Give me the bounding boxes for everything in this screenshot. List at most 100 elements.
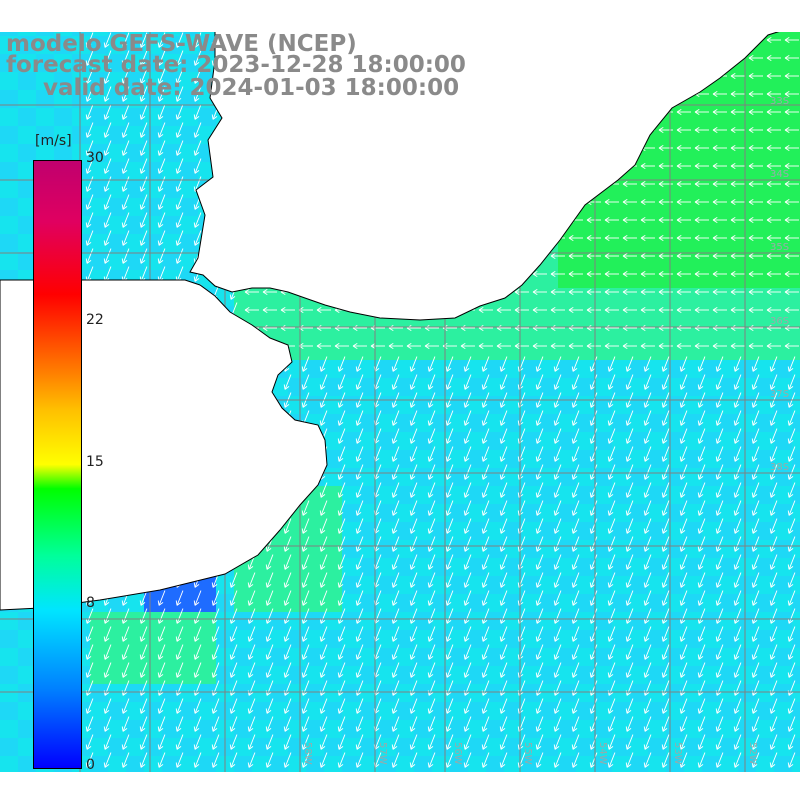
wind-speed-cell — [90, 216, 108, 234]
wind-speed-cell — [684, 360, 702, 378]
wind-speed-cell — [360, 342, 378, 360]
wind-speed-cell — [144, 684, 162, 702]
wind-speed-cell — [486, 666, 504, 684]
wind-speed-cell — [630, 306, 648, 324]
wind-speed-cell — [738, 486, 756, 504]
wind-speed-cell — [486, 486, 504, 504]
wind-speed-cell — [792, 522, 800, 540]
wind-speed-cell — [684, 702, 702, 720]
wind-speed-cell — [648, 378, 666, 396]
wind-speed-cell — [288, 576, 306, 594]
wind-speed-cell — [792, 612, 800, 630]
wind-speed-cell — [54, 54, 72, 72]
wind-speed-cell — [378, 684, 396, 702]
wind-speed-cell — [792, 468, 800, 486]
wind-speed-cell — [36, 144, 54, 162]
wind-speed-cell — [540, 558, 558, 576]
wind-speed-cell — [180, 648, 198, 666]
wind-speed-cell — [414, 378, 432, 396]
wind-speed-cell — [396, 666, 414, 684]
wind-speed-cell — [684, 270, 702, 288]
wind-speed-cell — [774, 666, 792, 684]
wind-speed-cell — [774, 486, 792, 504]
wind-speed-cell — [792, 360, 800, 378]
wind-speed-cell — [738, 558, 756, 576]
wind-speed-cell — [468, 414, 486, 432]
wind-speed-cell — [720, 90, 738, 108]
wind-speed-cell — [144, 594, 162, 612]
wind-speed-cell — [792, 486, 800, 504]
wind-speed-cell — [792, 306, 800, 324]
wind-speed-cell — [162, 756, 180, 774]
wind-speed-cell — [756, 612, 774, 630]
wind-speed-cell — [18, 198, 36, 216]
wind-speed-cell — [612, 486, 630, 504]
wind-speed-cell — [774, 576, 792, 594]
wind-speed-cell — [702, 306, 720, 324]
wind-speed-cell — [162, 738, 180, 756]
wind-speed-cell — [558, 378, 576, 396]
wind-speed-cell — [0, 54, 18, 72]
wind-speed-cell — [180, 54, 198, 72]
wind-speed-cell — [774, 198, 792, 216]
wind-arrow-head — [157, 42, 160, 48]
wind-speed-cell — [306, 522, 324, 540]
wind-speed-cell — [612, 684, 630, 702]
wind-speed-cell — [324, 702, 342, 720]
wind-speed-cell — [792, 648, 800, 666]
wind-speed-cell — [396, 648, 414, 666]
wind-speed-cell — [306, 342, 324, 360]
wind-speed-cell — [630, 666, 648, 684]
wind-speed-cell — [18, 684, 36, 702]
wind-speed-cell — [360, 432, 378, 450]
wind-speed-cell — [108, 126, 126, 144]
wind-speed-cell — [738, 270, 756, 288]
wind-speed-cell — [612, 576, 630, 594]
wind-speed-cell — [558, 720, 576, 738]
wind-speed-cell — [450, 378, 468, 396]
wind-speed-cell — [792, 36, 800, 54]
wind-speed-cell — [774, 378, 792, 396]
wind-speed-cell — [504, 522, 522, 540]
wind-speed-cell — [522, 558, 540, 576]
wind-speed-cell — [702, 648, 720, 666]
wind-speed-cell — [702, 360, 720, 378]
wind-speed-cell — [306, 612, 324, 630]
wind-speed-cell — [162, 198, 180, 216]
wind-speed-cell — [126, 612, 144, 630]
wind-speed-cell — [558, 756, 576, 774]
wind-speed-cell — [342, 360, 360, 378]
wind-speed-cell — [270, 648, 288, 666]
wind-speed-cell — [540, 648, 558, 666]
wind-speed-cell — [684, 630, 702, 648]
wind-speed-cell — [756, 72, 774, 90]
wind-speed-cell — [630, 432, 648, 450]
wind-speed-cell — [612, 450, 630, 468]
wind-speed-cell — [486, 720, 504, 738]
wind-speed-cell — [324, 666, 342, 684]
wind-speed-cell — [774, 288, 792, 306]
wind-speed-cell — [162, 594, 180, 612]
wind-speed-cell — [684, 234, 702, 252]
wind-speed-cell — [756, 144, 774, 162]
wind-speed-cell — [684, 594, 702, 612]
wind-speed-cell — [90, 630, 108, 648]
wind-speed-cell — [702, 180, 720, 198]
wind-speed-cell — [180, 720, 198, 738]
wind-speed-cell — [36, 54, 54, 72]
wind-speed-cell — [666, 126, 684, 144]
wind-speed-cell — [522, 612, 540, 630]
wind-speed-cell — [180, 666, 198, 684]
wind-speed-cell — [720, 522, 738, 540]
wind-speed-cell — [180, 90, 198, 108]
wind-speed-cell — [252, 630, 270, 648]
wind-speed-cell — [720, 378, 738, 396]
wind-speed-cell — [396, 522, 414, 540]
wind-speed-cell — [558, 558, 576, 576]
wind-speed-cell — [576, 252, 594, 270]
wind-speed-cell — [630, 630, 648, 648]
wind-speed-cell — [0, 108, 18, 126]
wind-speed-cell — [684, 720, 702, 738]
wind-speed-cell — [684, 612, 702, 630]
wind-speed-cell — [126, 54, 144, 72]
